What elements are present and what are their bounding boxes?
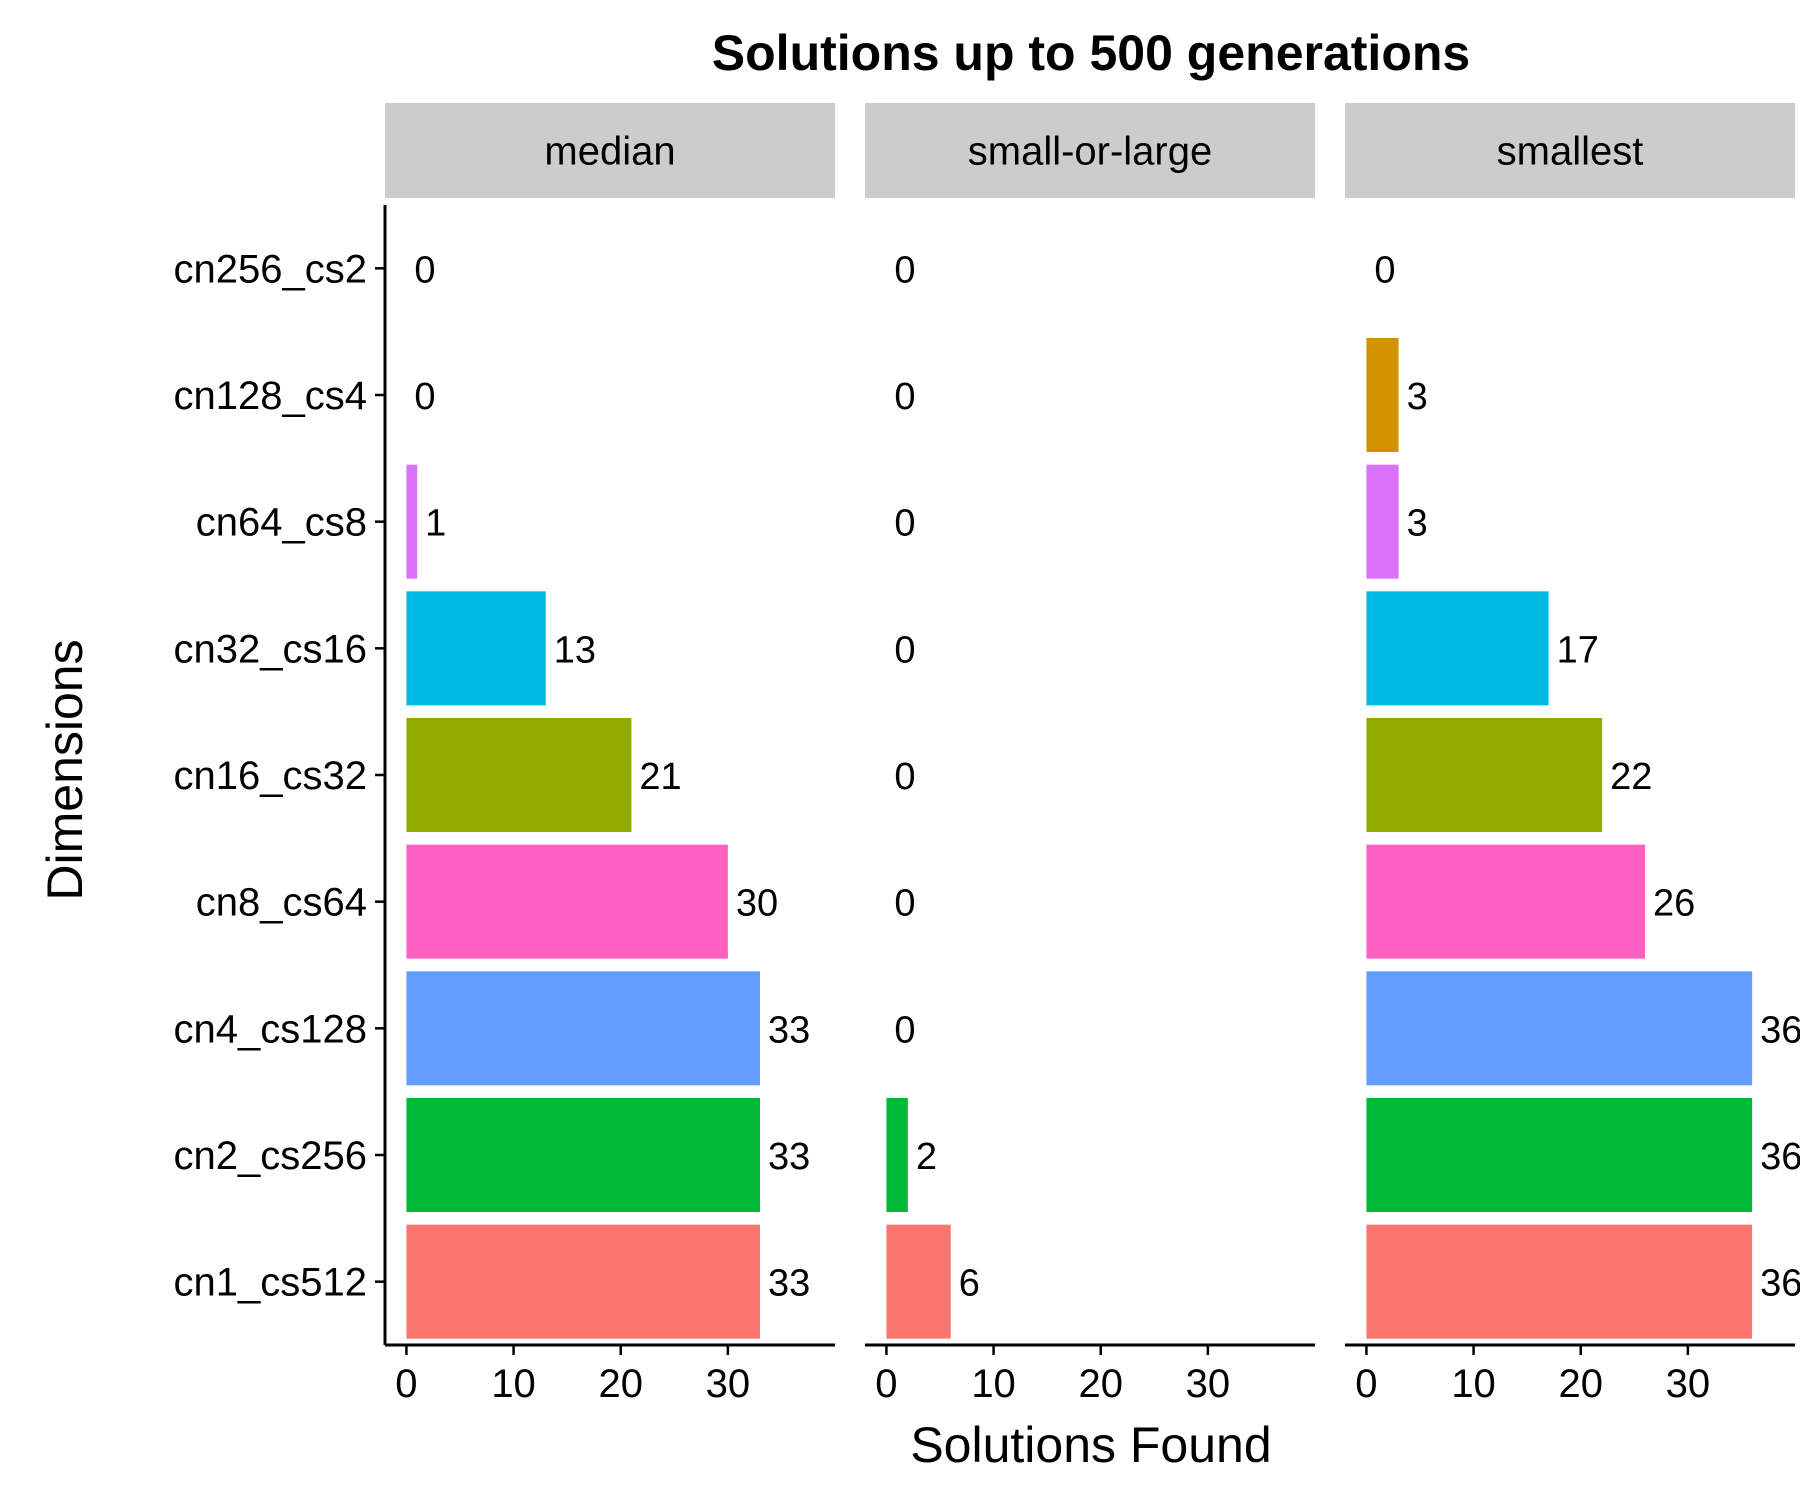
bar-value-label: 1 <box>425 503 446 545</box>
bar <box>406 971 760 1086</box>
x-tick-label: 20 <box>598 1362 643 1406</box>
x-tick-label: 0 <box>1355 1362 1377 1406</box>
bar <box>406 844 728 959</box>
bar-value-label: 6 <box>959 1263 980 1305</box>
y-tick-label: cn32_cs16 <box>174 627 367 671</box>
bar-value-label: 22 <box>1610 756 1652 798</box>
bar-value-label: 3 <box>1407 376 1428 418</box>
bar-value-label: 0 <box>894 503 915 545</box>
bar <box>1366 591 1549 706</box>
bar <box>406 591 546 706</box>
bar <box>1366 718 1603 832</box>
y-tick-label: cn8_cs64 <box>196 881 367 925</box>
bar-value-label: 33 <box>768 1263 810 1305</box>
category-axis: cn1_cs512 cn2_cs256 cn4_cs128 cn8_cs64 cn16_… <box>174 205 387 1345</box>
bar-value-label: 33 <box>768 1136 810 1178</box>
bar-value-label: 0 <box>894 376 915 418</box>
chart-title: Solutions up to 500 generations <box>712 25 1470 81</box>
bar <box>406 718 632 832</box>
facet-strip <box>1345 103 1795 198</box>
bar-value-label: 21 <box>639 756 681 798</box>
bar <box>886 1098 908 1212</box>
bar-value-label: 0 <box>894 249 915 291</box>
y-tick-label: cn2_cs256 <box>174 1134 367 1178</box>
bar-value-label: 3 <box>1407 503 1428 545</box>
x-tick-label: 0 <box>875 1362 897 1406</box>
bar <box>1366 844 1645 959</box>
bar-value-label: 0 <box>414 249 435 291</box>
x-tick-label: 20 <box>1558 1362 1603 1406</box>
bar-value-label: 30 <box>736 883 778 925</box>
bar-value-label: 36 <box>1760 1009 1800 1051</box>
bar-value-label: 36 <box>1760 1136 1800 1178</box>
x-tick-label: 30 <box>1666 1362 1711 1406</box>
x-tick-label: 10 <box>491 1362 536 1406</box>
bar-value-label: 26 <box>1653 883 1695 925</box>
bar-value-label: 17 <box>1557 629 1599 671</box>
facet-strip <box>865 103 1315 198</box>
x-tick-label: 0 <box>395 1362 417 1406</box>
facet-strip <box>385 103 835 198</box>
bar-value-label: 0 <box>894 883 915 925</box>
bar <box>1366 1098 1753 1212</box>
bar <box>886 1224 951 1339</box>
x-tick-label: 20 <box>1078 1362 1123 1406</box>
facet-strip-label: small-or-large <box>968 130 1213 174</box>
bar <box>1366 971 1753 1086</box>
facet-strip-label: median <box>544 130 675 174</box>
x-tick-label: 30 <box>706 1362 751 1406</box>
x-tick-label: 10 <box>1451 1362 1496 1406</box>
y-tick-label: cn256_cs2 <box>174 247 367 291</box>
bar-value-label: 13 <box>554 629 596 671</box>
bar <box>1366 338 1399 452</box>
y-tick-label: cn128_cs4 <box>174 374 367 418</box>
y-tick-label: cn16_cs32 <box>174 754 367 798</box>
bar-value-label: 36 <box>1760 1263 1800 1305</box>
bar-value-label: 0 <box>1374 249 1395 291</box>
x-tick-label: 30 <box>1186 1362 1231 1406</box>
bar <box>406 464 418 579</box>
bar <box>1366 1224 1753 1339</box>
y-axis-title: Dimensions <box>37 639 93 900</box>
bar-value-label: 2 <box>916 1136 937 1178</box>
y-tick-label: cn1_cs512 <box>174 1261 367 1305</box>
bar-value-label: 0 <box>414 376 435 418</box>
bar <box>406 1224 760 1339</box>
bar <box>406 1098 760 1212</box>
y-tick-label: cn4_cs128 <box>174 1007 367 1051</box>
bar-value-label: 0 <box>894 1009 915 1051</box>
facet-strip-label: smallest <box>1497 130 1644 174</box>
x-tick-label: 10 <box>971 1362 1016 1406</box>
bar-value-label: 33 <box>768 1009 810 1051</box>
bar-value-label: 0 <box>894 629 915 671</box>
bar <box>1366 464 1399 579</box>
x-axis-title: Solutions Found <box>910 1417 1271 1473</box>
bar-value-label: 0 <box>894 756 915 798</box>
y-tick-label: cn64_cs8 <box>196 501 367 545</box>
